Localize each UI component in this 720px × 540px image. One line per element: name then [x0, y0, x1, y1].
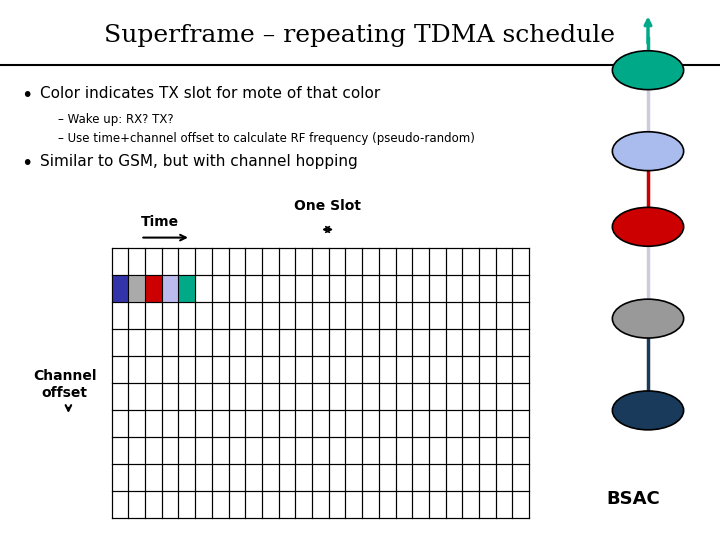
Bar [179, 275, 195, 302]
Ellipse shape [612, 132, 684, 171]
Text: Color indicates TX slot for mote of that color: Color indicates TX slot for mote of that… [40, 86, 380, 102]
Bar [145, 275, 162, 302]
Bar [128, 275, 145, 302]
Ellipse shape [612, 207, 684, 246]
Bar [179, 275, 195, 302]
Bar [112, 248, 529, 518]
Text: One Slot: One Slot [294, 199, 361, 213]
Text: Similar to GSM, but with channel hopping: Similar to GSM, but with channel hopping [40, 154, 357, 169]
Ellipse shape [612, 299, 684, 338]
Bar [162, 275, 179, 302]
Ellipse shape [612, 391, 684, 430]
Text: – Wake up: RX? TX?: – Wake up: RX? TX? [58, 113, 174, 126]
Bar [145, 275, 162, 302]
Text: offset: offset [42, 386, 88, 400]
Bar [162, 275, 179, 302]
Text: BSAC: BSAC [607, 490, 660, 508]
Bar [112, 275, 128, 302]
Text: Time: Time [140, 215, 179, 230]
Text: Channel: Channel [33, 369, 96, 383]
Text: – Use time+channel offset to calculate RF frequency (pseudo-random): – Use time+channel offset to calculate R… [58, 132, 474, 145]
Text: •: • [22, 154, 33, 173]
Text: •: • [22, 86, 33, 105]
Bar [112, 275, 128, 302]
Bar [0, 0, 720, 65]
Bar [128, 275, 145, 302]
Text: Superframe – repeating TDMA schedule: Superframe – repeating TDMA schedule [104, 24, 616, 46]
Ellipse shape [612, 51, 684, 90]
